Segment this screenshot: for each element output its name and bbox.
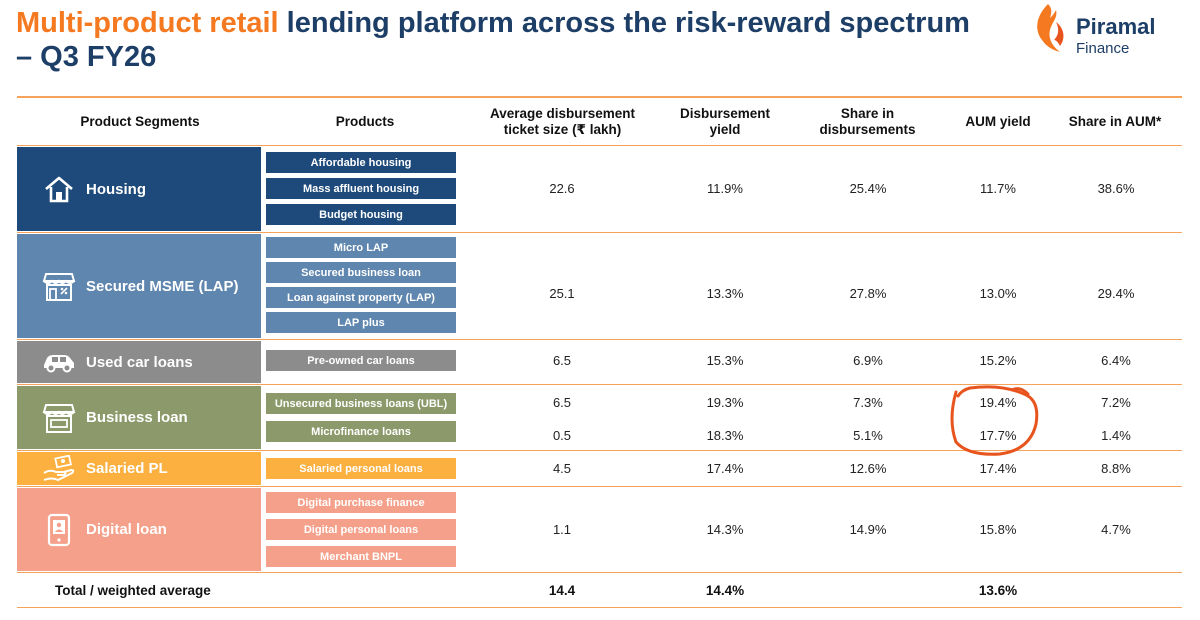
hand-money-icon — [39, 452, 79, 486]
mobile-payment-icon — [39, 513, 79, 547]
segment-secured-msme: Secured MSME (LAP) — [17, 234, 261, 338]
product-pill: Secured business loan — [266, 262, 456, 283]
disbursement-share-value: 27.8% — [849, 286, 887, 301]
title-rest: lending platform across the risk-reward … — [16, 7, 970, 73]
title-highlight: Multi-product retail — [16, 7, 279, 39]
aum-yield-value: 17.7% — [979, 428, 1017, 443]
logo-brand: Piramal — [1076, 14, 1156, 39]
product-pill: Unsecured business loans (UBL) — [266, 393, 456, 414]
segment-salaried-pl: Salaried PL — [17, 452, 261, 485]
product-pill: Digital purchase finance — [266, 492, 456, 513]
aum-share-value: 1.4% — [1101, 428, 1131, 443]
segment-business-loan: Business loan — [17, 386, 261, 449]
aum-yield-value: 11.7% — [980, 181, 1016, 196]
segment-housing: Housing — [17, 147, 261, 231]
disbursement-share-value: 5.1% — [853, 428, 883, 443]
table-bottom-rule — [17, 607, 1182, 608]
product-pill: Loan against property (LAP) — [266, 287, 456, 308]
aum-yield-value: 13.0% — [979, 286, 1017, 301]
product-pill: Budget housing — [266, 204, 456, 225]
disbursement-yield-value: 19.3% — [706, 395, 744, 410]
disbursement-share-value: 7.3% — [853, 395, 883, 410]
disbursement-share-value: 6.9% — [853, 353, 883, 368]
total-disbursement-yield: 14.4% — [705, 583, 745, 598]
segment-label: Business loan — [86, 409, 188, 426]
segment-label: Salaried PL — [86, 460, 168, 477]
header-product-segments: Product Segments — [80, 114, 200, 129]
header-disbursement-yield: Disbursement yield — [679, 106, 771, 137]
row-rule — [17, 232, 1182, 233]
table-top-rule — [17, 96, 1182, 98]
logo-sub: Finance — [1076, 40, 1130, 57]
storefront-icon — [39, 269, 79, 303]
ticket-size-value: 6.5 — [552, 353, 572, 368]
segment-digital-loan: Digital loan — [17, 488, 261, 571]
row-rule — [17, 486, 1182, 487]
product-pill: Salaried personal loans — [266, 458, 456, 479]
flame-icon — [1037, 4, 1064, 52]
total-aum-yield: 13.6% — [978, 583, 1018, 598]
segment-label: Secured MSME (LAP) — [86, 277, 239, 295]
ticket-size-value: 0.5 — [552, 428, 572, 443]
product-pill: Micro LAP — [266, 237, 456, 258]
piramal-logo: Piramal Finance — [1030, 0, 1180, 64]
disbursement-yield-value: 15.3% — [706, 353, 744, 368]
product-pill: Digital personal loans — [266, 519, 456, 540]
disbursement-yield-value: 18.3% — [706, 428, 744, 443]
page-title: Multi-product retail lending platform ac… — [16, 6, 976, 74]
row-rule — [17, 339, 1182, 340]
header-share-aum: Share in AUM* — [1068, 114, 1162, 129]
product-pill: Affordable housing — [266, 152, 456, 173]
segment-used-car: Used car loans — [17, 341, 261, 383]
product-pill: Pre-owned car loans — [266, 350, 456, 371]
ticket-size-value: 1.1 — [552, 522, 572, 537]
aum-share-value: 4.7% — [1101, 522, 1131, 537]
ticket-size-value: 6.5 — [552, 395, 572, 410]
ticket-size-value: 22.6 — [549, 181, 575, 196]
disbursement-share-value: 25.4% — [849, 181, 887, 196]
aum-share-value: 38.6% — [1097, 181, 1135, 196]
header-share-disbursements: Share in disbursements — [819, 106, 916, 137]
ticket-size-value: 25.1 — [549, 286, 575, 301]
product-pill: LAP plus — [266, 312, 456, 333]
total-label: Total / weighted average — [55, 583, 211, 598]
car-icon — [39, 345, 79, 379]
product-pill: Microfinance loans — [266, 421, 456, 442]
annotation-circle — [950, 385, 1039, 456]
header-products: Products — [335, 114, 395, 129]
aum-share-value: 6.4% — [1101, 353, 1131, 368]
disbursement-share-value: 14.9% — [849, 522, 887, 537]
row-rule — [17, 450, 1182, 451]
aum-yield-value: 19.4% — [979, 395, 1017, 410]
aum-yield-value: 15.2% — [979, 353, 1017, 368]
segment-label: Housing — [86, 180, 146, 198]
disbursement-yield-value: 14.3% — [706, 522, 744, 537]
disbursement-yield-value: 17.4% — [706, 461, 744, 476]
aum-share-value: 7.2% — [1101, 395, 1131, 410]
segment-label: Digital loan — [86, 521, 167, 538]
ticket-size-value: 4.5 — [552, 461, 572, 476]
header-ticket-size: Average disbursement ticket size (₹ lakh… — [489, 106, 636, 137]
disbursement-yield-value: 13.3% — [706, 286, 744, 301]
house-icon — [39, 172, 79, 206]
product-pill: Mass affluent housing — [266, 178, 456, 199]
shop-icon — [39, 401, 79, 435]
header-bottom-rule — [17, 145, 1182, 146]
header-aum-yield: AUM yield — [965, 114, 1031, 129]
segment-label: Used car loans — [86, 353, 193, 371]
disbursement-share-value: 12.6% — [849, 461, 887, 476]
product-pill: Merchant BNPL — [266, 546, 456, 567]
aum-yield-value: 17.4% — [979, 461, 1017, 476]
aum-share-value: 29.4% — [1097, 286, 1135, 301]
row-rule — [17, 384, 1182, 385]
aum-yield-value: 15.8% — [979, 522, 1017, 537]
total-ticket-size: 14.4 — [548, 583, 576, 598]
aum-share-value: 8.8% — [1101, 461, 1131, 476]
disbursement-yield-value: 11.9% — [707, 181, 743, 196]
row-rule — [17, 572, 1182, 573]
